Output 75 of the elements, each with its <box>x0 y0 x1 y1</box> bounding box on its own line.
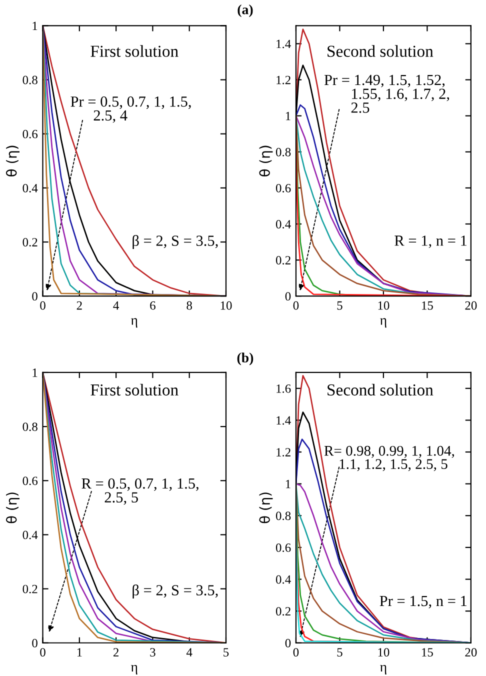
x-tick-label: 20 <box>465 648 477 657</box>
y-tick-label: 0.2 <box>276 256 290 265</box>
x-tick-label: 5 <box>337 301 342 310</box>
x-tick-label: 0 <box>293 648 299 657</box>
y-tick-label: 0.4 <box>276 220 291 228</box>
y-tick-label: 1 <box>32 368 38 377</box>
text: (a) <box>238 4 253 18</box>
annotation: Pr = 1.49, 1.5, 1.52, 1.55, 1.6, 1.7, 2, 2.5 <box>324 74 450 113</box>
x-tick-label: 2 <box>113 648 118 656</box>
annotation: First solution <box>90 384 178 396</box>
annotation: R = 0.5, 0.7, 1, 1.5, 2.5, 5 <box>82 478 198 505</box>
y-tick-label: 0.2 <box>22 238 38 247</box>
y-tick-label: 0.6 <box>22 130 38 138</box>
y-tick-label: 1.4 <box>276 40 291 48</box>
y-tick-label: 0.8 <box>276 512 291 520</box>
x-tick-label: 5 <box>337 648 342 657</box>
x-tick-label: 8 <box>186 301 192 310</box>
x-axis-title: η <box>380 318 386 328</box>
x-axis-title: η <box>380 664 386 674</box>
x-tick-label: 6 <box>150 301 156 310</box>
y-tick-label: 0.4 <box>276 575 291 584</box>
x-tick-label: 4 <box>113 301 119 310</box>
x-tick-label: 5 <box>224 648 229 657</box>
y-tick-label: 1.6 <box>276 384 291 393</box>
y-tick-label: 0.4 <box>22 184 38 192</box>
x-tick-label: 15 <box>422 301 433 310</box>
x-axis-title: η <box>130 318 138 328</box>
x-tick-label: 0 <box>293 301 299 310</box>
annotation: R = 1, n = 1 <box>394 236 467 248</box>
x-tick-label: 2 <box>76 301 82 310</box>
y-tick-label: 0.8 <box>276 148 291 156</box>
y-tick-label: 0.6 <box>276 543 291 552</box>
y-axis-title: θ (η) <box>6 146 20 176</box>
y-tick-label: 0 <box>32 638 38 648</box>
y-tick-label: 0.6 <box>22 476 38 486</box>
y-axis-title: θ (η) <box>259 492 273 524</box>
x-tick-label: 10 <box>220 301 232 310</box>
y-tick-label: 0 <box>285 292 291 301</box>
x-tick-label: 1 <box>77 648 82 656</box>
annotation: Pr = 0.5, 0.7, 1, 1.5, 2.5, 4 <box>70 96 191 123</box>
y-tick-label: 0 <box>32 292 38 301</box>
y-axis-title: θ (η) <box>6 492 20 524</box>
y-tick-label: 1 <box>32 22 38 30</box>
annotation: β = 2, S = 3.5, <box>132 584 218 599</box>
x-tick-label: 0 <box>40 648 46 657</box>
y-tick-label: 1.2 <box>276 448 290 457</box>
y-tick-label: 1.4 <box>276 416 291 425</box>
y-tick-label: 0.6 <box>276 184 291 192</box>
y-tick-label: 0.4 <box>22 530 38 540</box>
y-tick-label: 0.8 <box>22 422 38 432</box>
line-series <box>42 372 226 643</box>
y-tick-label: 0.2 <box>22 584 38 594</box>
y-tick-label: 1.2 <box>276 76 290 84</box>
annotation: First solution <box>90 45 178 57</box>
annotation: R= 0.98, 0.99, 1, 1.04, 1.1, 1.2, 1.5, 2.5, 5 <box>324 446 454 472</box>
x-tick-label: 15 <box>422 648 433 657</box>
x-tick-label: 4 <box>186 648 192 656</box>
annotation: Pr = 1.5, n = 1 <box>380 596 467 608</box>
x-axis-title: η <box>130 664 138 674</box>
annotation: Second solution <box>328 384 434 396</box>
y-tick-label: 0 <box>285 638 291 648</box>
x-tick-label: 3 <box>150 648 156 657</box>
line-series <box>42 26 226 296</box>
x-tick-label: 20 <box>465 301 477 310</box>
x-tick-label: 10 <box>378 301 390 310</box>
y-tick-label: 0.2 <box>276 607 290 616</box>
y-tick-label: 1 <box>286 112 290 120</box>
text: (b) <box>237 352 254 366</box>
y-tick-label: 0.8 <box>22 76 38 84</box>
annotation: β = 2, S = 3.5, <box>132 235 218 250</box>
y-axis-title: θ (η) <box>259 146 273 176</box>
x-tick-label: 10 <box>378 648 390 657</box>
y-tick-label: 1 <box>286 480 290 488</box>
annotation: Second solution <box>328 45 434 57</box>
x-tick-label: 0 <box>40 301 46 310</box>
